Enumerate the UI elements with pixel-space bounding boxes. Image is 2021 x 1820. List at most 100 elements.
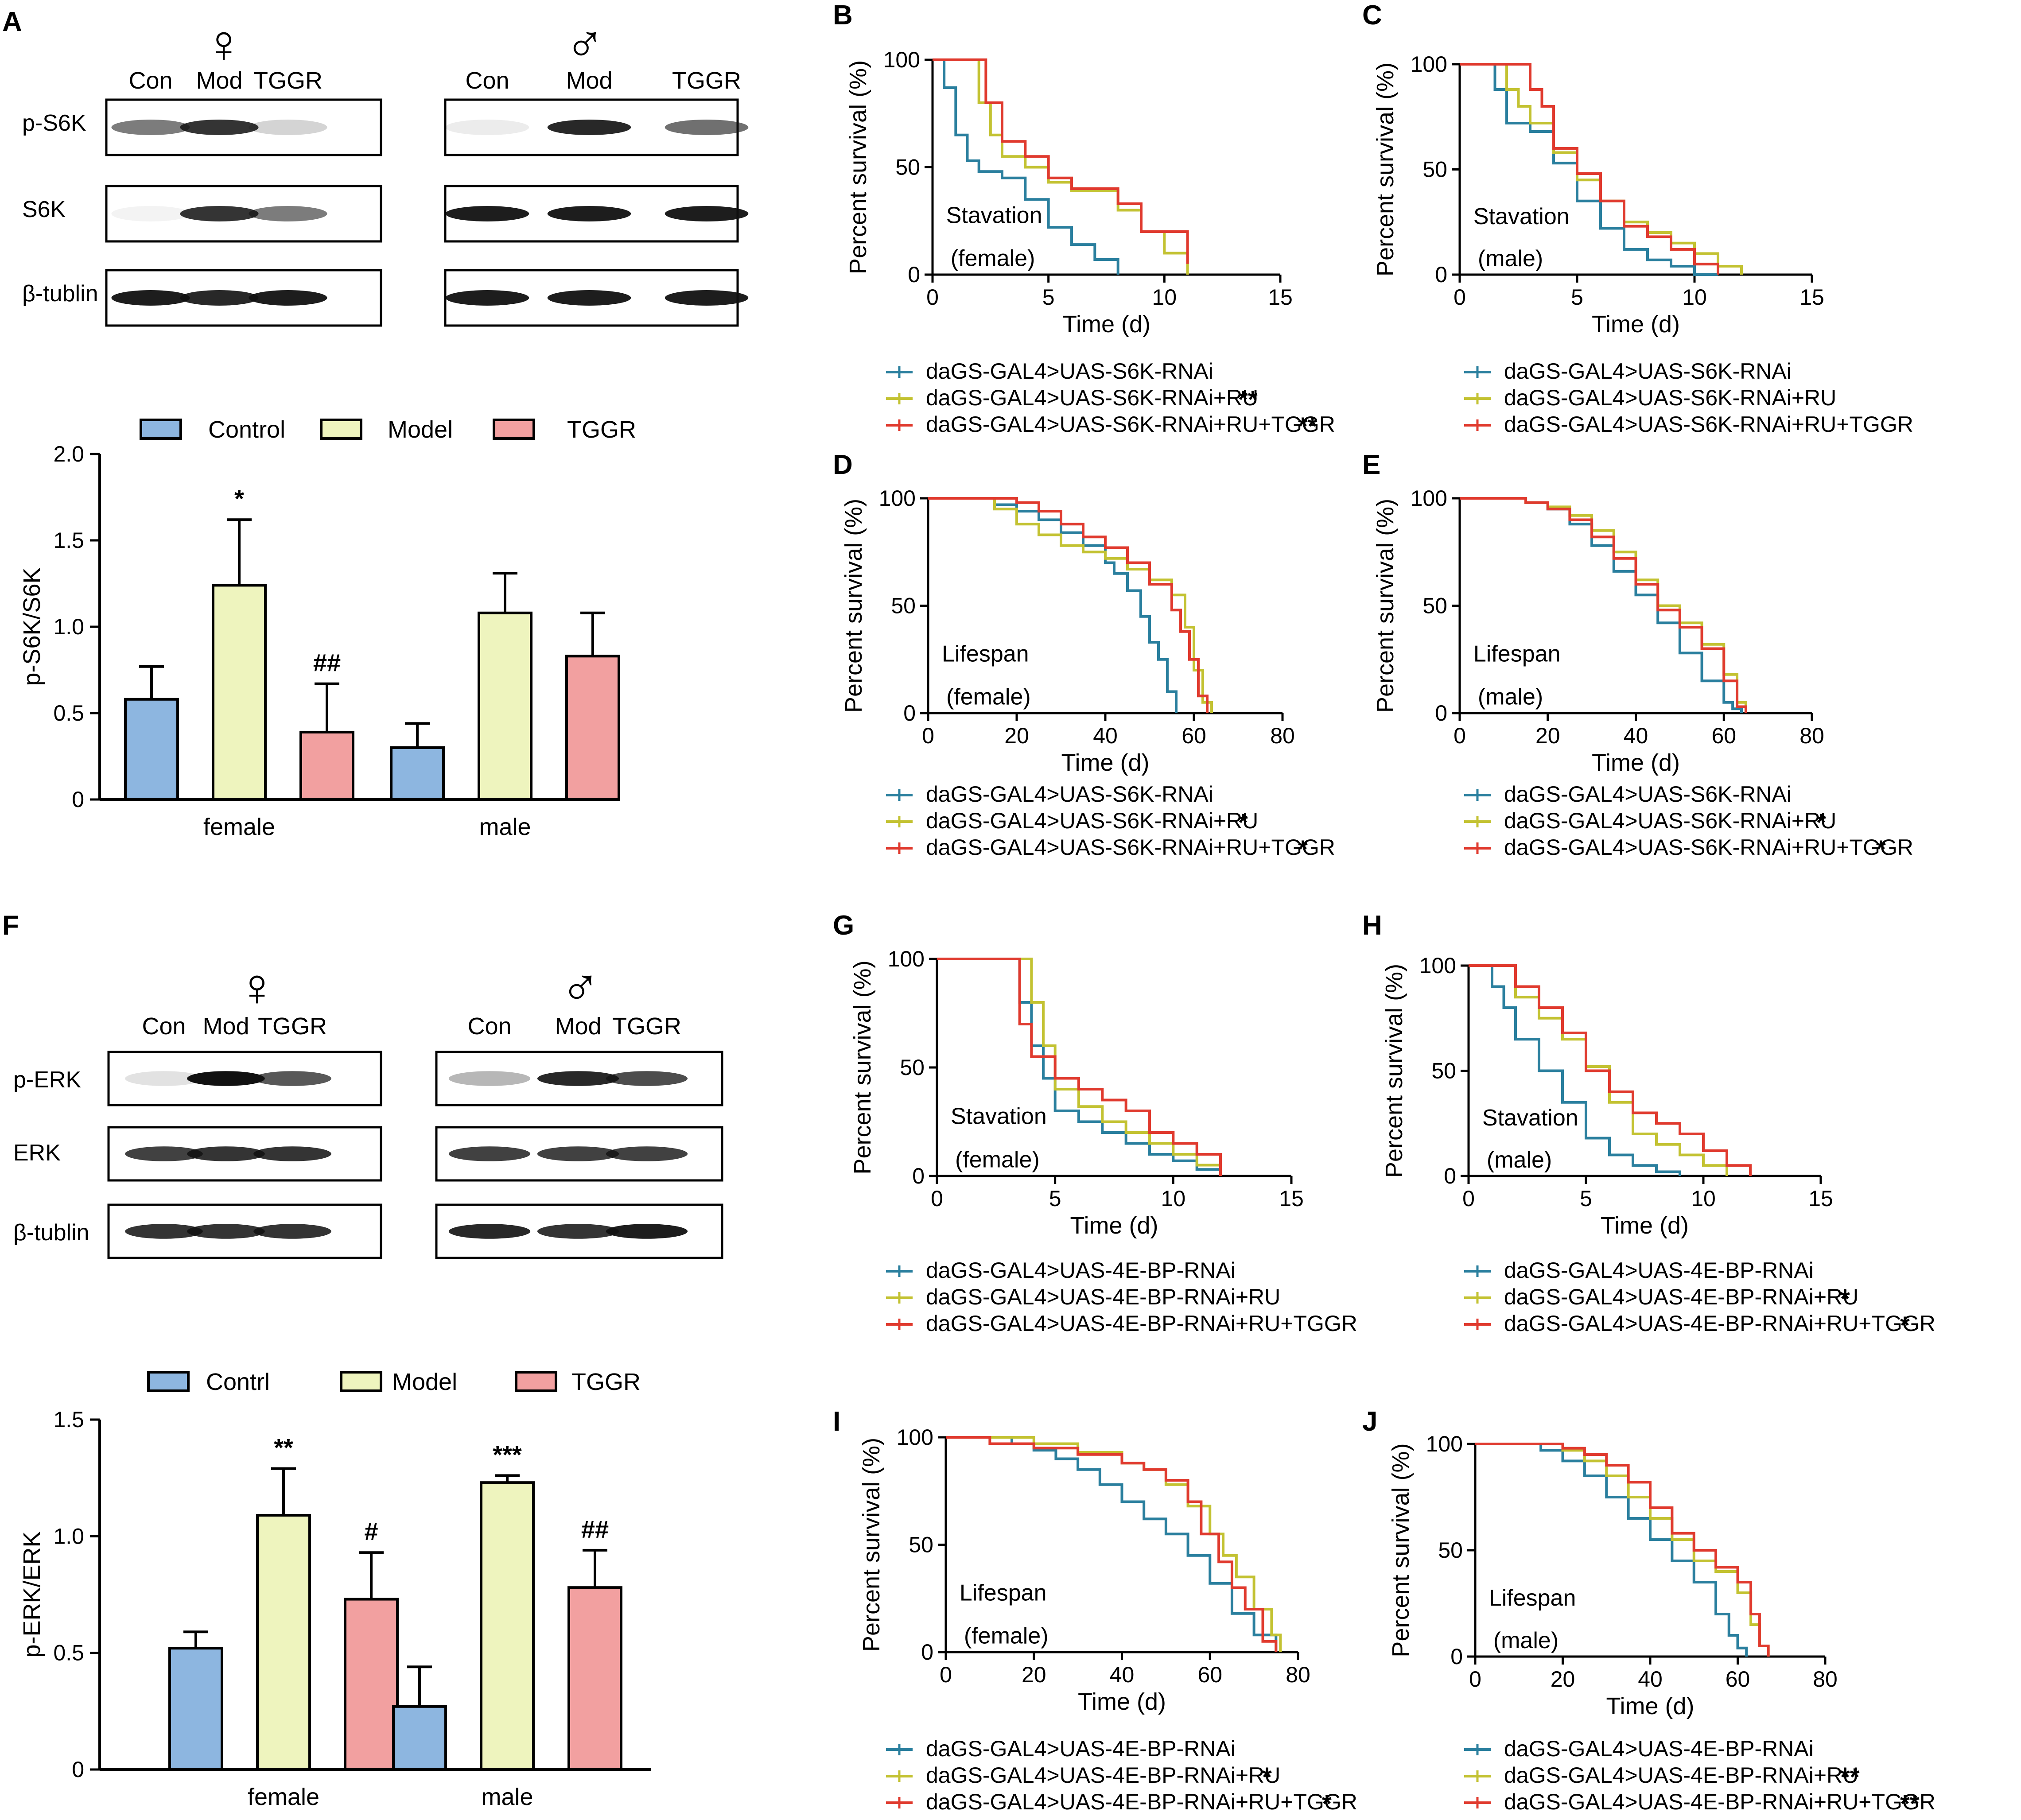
protein-band (537, 1146, 619, 1161)
blot-row-label: p-S6K (22, 110, 86, 136)
x-axis-label: Time (d) (1061, 749, 1150, 776)
y-axis-label: Percent survival (%) (845, 60, 871, 274)
y-axis-label: Percent survival (%) (1372, 499, 1399, 713)
x-tick-label: 0 (926, 285, 939, 310)
x-tick-label: 80 (1813, 1667, 1838, 1692)
legend-label: daGS-GAL4>UAS-S6K-RNAi+RU (1504, 808, 1836, 833)
blot-row-label: ERK (13, 1140, 61, 1166)
blot-row-label: β-tublin (22, 281, 98, 307)
survival-chart-c: C 0 5 10 15 0 50 100 Time (d) Percent survival (%… (1362, 0, 1913, 437)
condition-sex-label: (male) (1478, 246, 1543, 272)
lane-label: Mod (202, 1013, 249, 1040)
x-tick-label: 60 (1197, 1662, 1222, 1687)
bar (344, 1598, 399, 1771)
condition-sex-label: (male) (1478, 684, 1543, 710)
survival-curve (928, 497, 1213, 713)
legend-label: daGS-GAL4>UAS-S6K-RNAi (926, 782, 1213, 807)
survival-curve (946, 1436, 1278, 1652)
lane-label: Con (128, 67, 172, 94)
protein-band (187, 1146, 265, 1161)
significance-mark: * (1840, 1284, 1850, 1312)
lane-label: TGGR (258, 1013, 327, 1040)
survival-curve (1460, 497, 1747, 713)
protein-band (187, 1071, 265, 1086)
significance-mark: ** (1900, 1789, 1920, 1817)
bar (478, 611, 532, 801)
condition-label: Stavation (946, 203, 1042, 229)
x-tick-label: 10 (1161, 1186, 1186, 1211)
significance-mark: * (1816, 808, 1826, 836)
survival-curve (1475, 1443, 1770, 1657)
condition-label: Stavation (951, 1103, 1047, 1129)
significance-mark: ** (274, 1434, 293, 1462)
legend-label: daGS-GAL4>UAS-4E-BP-RNAi (1504, 1736, 1814, 1761)
protein-band (665, 120, 749, 135)
x-tick-label: 40 (1638, 1667, 1663, 1692)
female-symbol: ♀ (204, 14, 244, 74)
lane-label: TGGR (253, 67, 323, 94)
legend-label: Model (388, 416, 453, 443)
y-tick-label: 100 (897, 1425, 933, 1450)
significance-mark: ** (1840, 1763, 1860, 1791)
survival-curve (928, 497, 1209, 713)
significance-mark: ** (1238, 385, 1258, 413)
protein-band (180, 206, 259, 221)
y-tick-label: 100 (1419, 953, 1456, 978)
legend-label: daGS-GAL4>UAS-S6K-RNAi+RU+TGGR (1504, 835, 1913, 860)
lane-label: Mod (196, 67, 242, 94)
y-tick-label: 0.5 (53, 1641, 84, 1665)
protein-band (187, 1224, 265, 1239)
x-tick-label: 0 (1454, 285, 1466, 310)
x-tick-label: 40 (1624, 723, 1648, 748)
y-axis-label: Percent survival (%) (849, 960, 876, 1174)
protein-band (537, 1071, 619, 1086)
x-tick-label: 80 (1286, 1662, 1310, 1687)
x-tick-label: 10 (1691, 1186, 1716, 1211)
panel-label-c: C (1362, 0, 1382, 31)
protein-band (249, 290, 327, 306)
protein-band (448, 1071, 531, 1086)
significance-mark: * (1876, 835, 1886, 863)
x-tick-label: 0 (922, 723, 934, 748)
protein-band (606, 1224, 688, 1239)
survival-curve (1475, 1443, 1770, 1657)
y-tick-label: 100 (883, 47, 920, 72)
x-tick-label: 5 (1042, 285, 1055, 310)
protein-band (547, 290, 631, 306)
significance-mark: ## (581, 1515, 609, 1543)
x-axis-label: Time (d) (1601, 1212, 1689, 1239)
x-tick-label: 20 (1551, 1667, 1575, 1692)
blot-membrane (107, 1051, 382, 1106)
lane-label: Con (465, 67, 509, 94)
x-tick-label: 5 (1049, 1186, 1061, 1211)
survival-curve (1469, 964, 1752, 1176)
protein-band (125, 1146, 203, 1161)
panel-label-j: J (1362, 1406, 1377, 1437)
legend-label: daGS-GAL4>UAS-4E-BP-RNAi (926, 1258, 1236, 1283)
significance-mark: * (1900, 1311, 1910, 1339)
bar (392, 1705, 447, 1771)
blot-membrane (105, 269, 382, 327)
panel-label-i: I (833, 1406, 840, 1437)
condition-label: Lifespan (942, 641, 1029, 667)
legend-label: daGS-GAL4>UAS-4E-BP-RNAi+RU (926, 1284, 1280, 1309)
survival-curve (933, 58, 1189, 264)
y-tick-label: 1.5 (53, 528, 84, 553)
y-axis-label: Percent survival (%) (1381, 964, 1407, 1178)
y-tick-label: 0 (72, 787, 84, 812)
legend-label: daGS-GAL4>UAS-4E-BP-RNAi+RU+TGGR (926, 1789, 1357, 1814)
condition-label: Stavation (1473, 204, 1570, 229)
y-tick-label: 0 (72, 1757, 84, 1782)
protein-band (253, 1224, 331, 1239)
y-axis-label: Percent survival (%) (1372, 62, 1399, 276)
lane-label: TGGR (672, 67, 741, 94)
legend-swatch (140, 419, 182, 440)
x-tick-label: 15 (1799, 285, 1824, 310)
legend-label: Contrl (206, 1369, 270, 1395)
x-tick-label: 40 (1110, 1662, 1135, 1687)
y-axis-label: p-ERK/ERK (19, 1531, 45, 1657)
protein-band (249, 120, 327, 135)
condition-sex-label: (male) (1493, 1628, 1559, 1653)
panel-label-b: B (833, 0, 853, 31)
legend-label: daGS-GAL4>UAS-4E-BP-RNAi (926, 1736, 1236, 1761)
